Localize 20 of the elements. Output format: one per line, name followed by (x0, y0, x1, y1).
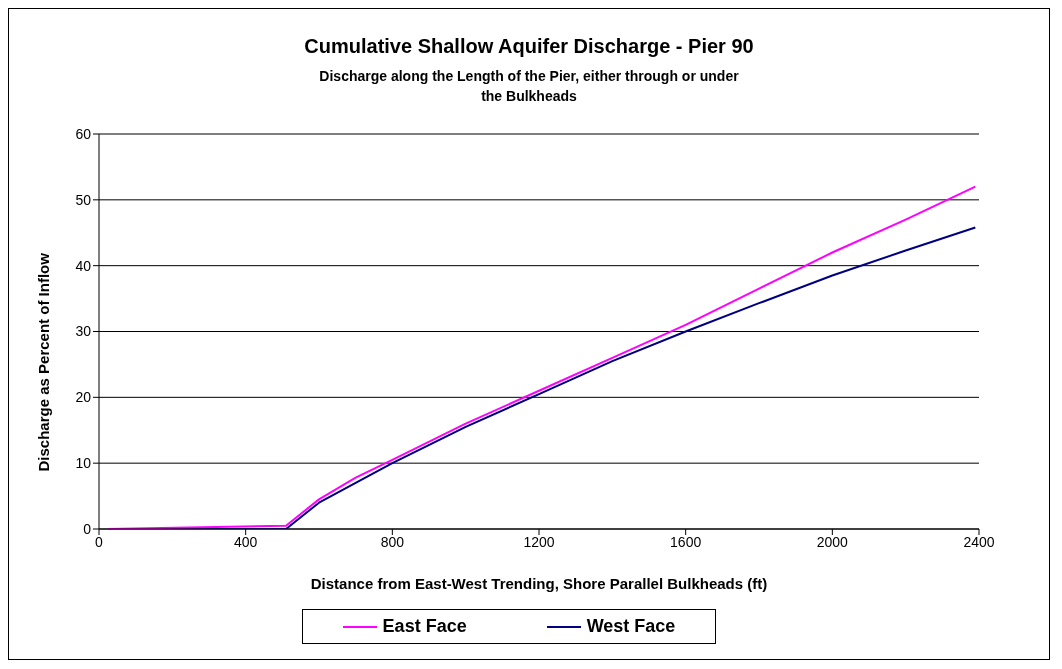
x-tick-label: 1600 (670, 533, 702, 550)
legend-label: West Face (585, 616, 676, 637)
x-tick-label: 0 (95, 533, 104, 550)
chart-subtitle: Discharge along the Length of the Pier, either through or under the Bulkheads (319, 67, 739, 106)
legend-label: East Face (381, 616, 467, 637)
y-tick-label: 0 (83, 520, 92, 537)
x-tick-label: 2400 (963, 533, 995, 550)
y-tick-label: 50 (75, 191, 92, 208)
y-tick-label: 40 (75, 257, 92, 274)
x-axis-title: Distance from East-West Trending, Shore Parallel Bulkheads (ft) (310, 575, 768, 592)
x-tick-label: 400 (233, 533, 258, 550)
y-axis-title: Discharge as Percent of Inflow (35, 252, 53, 472)
y-tick-label: 20 (75, 389, 92, 406)
x-tick-label: 1200 (523, 533, 555, 550)
y-tick-label: 30 (75, 323, 92, 340)
chart-title: Cumulative Shallow Aquifer Discharge - Pier 90 (303, 35, 755, 58)
y-tick-label: 60 (75, 125, 92, 142)
x-tick-label: 2000 (816, 533, 849, 550)
y-tick-label: 10 (75, 455, 92, 472)
x-tick-label: 800 (380, 533, 405, 550)
